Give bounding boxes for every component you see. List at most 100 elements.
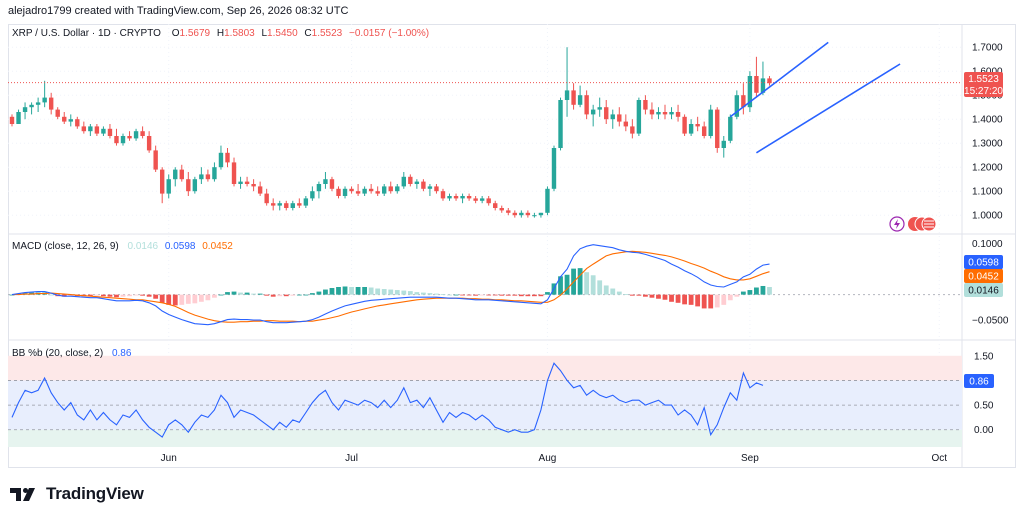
candle-body bbox=[199, 174, 204, 180]
price-axis-label: 1.4000 bbox=[972, 115, 1003, 126]
candle-body bbox=[466, 196, 472, 199]
candle-body bbox=[434, 186, 439, 192]
candle-body bbox=[205, 174, 211, 180]
candle-body bbox=[708, 109, 713, 136]
macd-hist-bar bbox=[564, 274, 570, 295]
event-icons[interactable] bbox=[889, 216, 937, 232]
macd-hist-bar bbox=[296, 294, 302, 296]
tradingview-logo[interactable]: TradingView bbox=[10, 483, 144, 505]
macd-hist-bar bbox=[584, 272, 590, 295]
macd-hist-bar bbox=[518, 294, 524, 297]
candle-body bbox=[395, 186, 400, 192]
candle-body bbox=[728, 116, 733, 141]
candle-body bbox=[153, 150, 158, 170]
price-axis-label: 1.3000 bbox=[972, 139, 1003, 150]
candle-body bbox=[473, 198, 478, 201]
candle-body bbox=[447, 196, 452, 199]
macd-hist-bar bbox=[336, 287, 341, 295]
candle-body bbox=[701, 126, 707, 136]
candle-body bbox=[499, 208, 504, 211]
macd-hist-bar bbox=[323, 289, 328, 295]
macd-axis-label: 0.1000 bbox=[972, 239, 1003, 250]
macd-hist-bar bbox=[48, 294, 54, 296]
macd-hist-bar bbox=[407, 291, 413, 295]
candle-body bbox=[408, 176, 413, 184]
macd-hist-bar bbox=[251, 293, 257, 295]
channel-lower-line bbox=[755, 63, 901, 154]
candle-body bbox=[16, 112, 21, 124]
macd-signal-value: 0.0452 bbox=[202, 241, 233, 252]
macd-hist-bar bbox=[492, 294, 498, 296]
bb-tag: 0.86 bbox=[964, 374, 994, 388]
bb-oversold-zone bbox=[8, 429, 962, 447]
macd-hist-bar bbox=[316, 291, 322, 295]
candle-body bbox=[682, 116, 687, 134]
macd-hist-bar bbox=[133, 294, 139, 296]
candle-body bbox=[290, 203, 295, 208]
candle-body bbox=[251, 184, 256, 187]
macd-hist-bar bbox=[264, 294, 270, 296]
countdown-value: 15:27:20 bbox=[964, 86, 1003, 97]
candle-body bbox=[336, 188, 341, 196]
macd-hist-bar bbox=[545, 292, 550, 295]
candle-body bbox=[127, 136, 132, 139]
macd-hist-bar bbox=[767, 287, 772, 295]
bb-overbought-zone bbox=[8, 355, 962, 381]
candle-body bbox=[401, 176, 406, 187]
candle-body bbox=[414, 181, 420, 184]
macd-hist-bar bbox=[577, 268, 583, 295]
candle-body bbox=[94, 126, 100, 134]
candle-body bbox=[42, 97, 47, 103]
candle-body bbox=[55, 109, 60, 117]
macd-hist-bar bbox=[101, 294, 106, 297]
macd-hist-bar bbox=[87, 294, 93, 297]
macd-hist-bar bbox=[179, 294, 185, 305]
candle-body bbox=[48, 97, 54, 110]
macd-hist-bar bbox=[244, 292, 250, 295]
candle-body bbox=[506, 210, 511, 213]
macd-hist-bar bbox=[434, 293, 439, 295]
candle-body bbox=[22, 107, 28, 112]
macd-hist-bar bbox=[388, 289, 394, 295]
time-axis-label: Oct bbox=[931, 453, 947, 464]
candle-body bbox=[368, 188, 374, 192]
macd-hist-bar bbox=[270, 294, 276, 297]
candle-body bbox=[375, 191, 380, 194]
macd-hist-bar bbox=[107, 294, 113, 297]
candle-body bbox=[192, 179, 198, 192]
candle-body bbox=[669, 112, 674, 115]
candle-body bbox=[29, 104, 34, 108]
tradingview-logo-icon bbox=[10, 488, 35, 501]
bb-percent-line bbox=[11, 362, 764, 438]
macd-hist-bar bbox=[225, 292, 230, 295]
macd-tags: 0.0598 0.0452 0.0146 bbox=[964, 255, 1003, 297]
macd-signal-line bbox=[12, 250, 770, 323]
macd-hist-bar bbox=[362, 287, 368, 295]
macd-tag-value: 0.0598 bbox=[968, 258, 999, 269]
candle-body bbox=[460, 196, 465, 199]
bb-axis-label: 0.00 bbox=[974, 425, 994, 436]
macd-hist-bar bbox=[505, 294, 511, 296]
macd-hist-bar bbox=[597, 280, 603, 295]
price-axis-label: 1.2000 bbox=[972, 163, 1003, 174]
macd-line-value: 0.0598 bbox=[165, 241, 196, 252]
time-axis-label: Jun bbox=[161, 453, 177, 464]
candle-body bbox=[133, 131, 139, 139]
macd-hist-bar bbox=[532, 294, 537, 297]
macd-hist-bar bbox=[368, 287, 374, 295]
bb-value: 0.86 bbox=[112, 348, 132, 359]
time-axis-label: Jul bbox=[345, 453, 358, 464]
svg-text:XRP / U.S. Dollar · 1D · CRYPT: XRP / U.S. Dollar · 1D · CRYPTO O1.5679 … bbox=[12, 28, 429, 39]
candle-body bbox=[630, 126, 635, 134]
macd-hist-bar bbox=[231, 291, 237, 295]
macd-hist-bar bbox=[460, 294, 465, 296]
macd-hist-bar bbox=[440, 294, 446, 295]
macd-hist-bar bbox=[688, 294, 694, 305]
candle-body bbox=[218, 152, 224, 168]
macd-hist-bar bbox=[140, 294, 145, 296]
candle-body bbox=[525, 212, 531, 216]
candle-body bbox=[35, 102, 41, 105]
macd-line bbox=[11, 244, 770, 326]
macd-hist-bar bbox=[734, 294, 740, 297]
